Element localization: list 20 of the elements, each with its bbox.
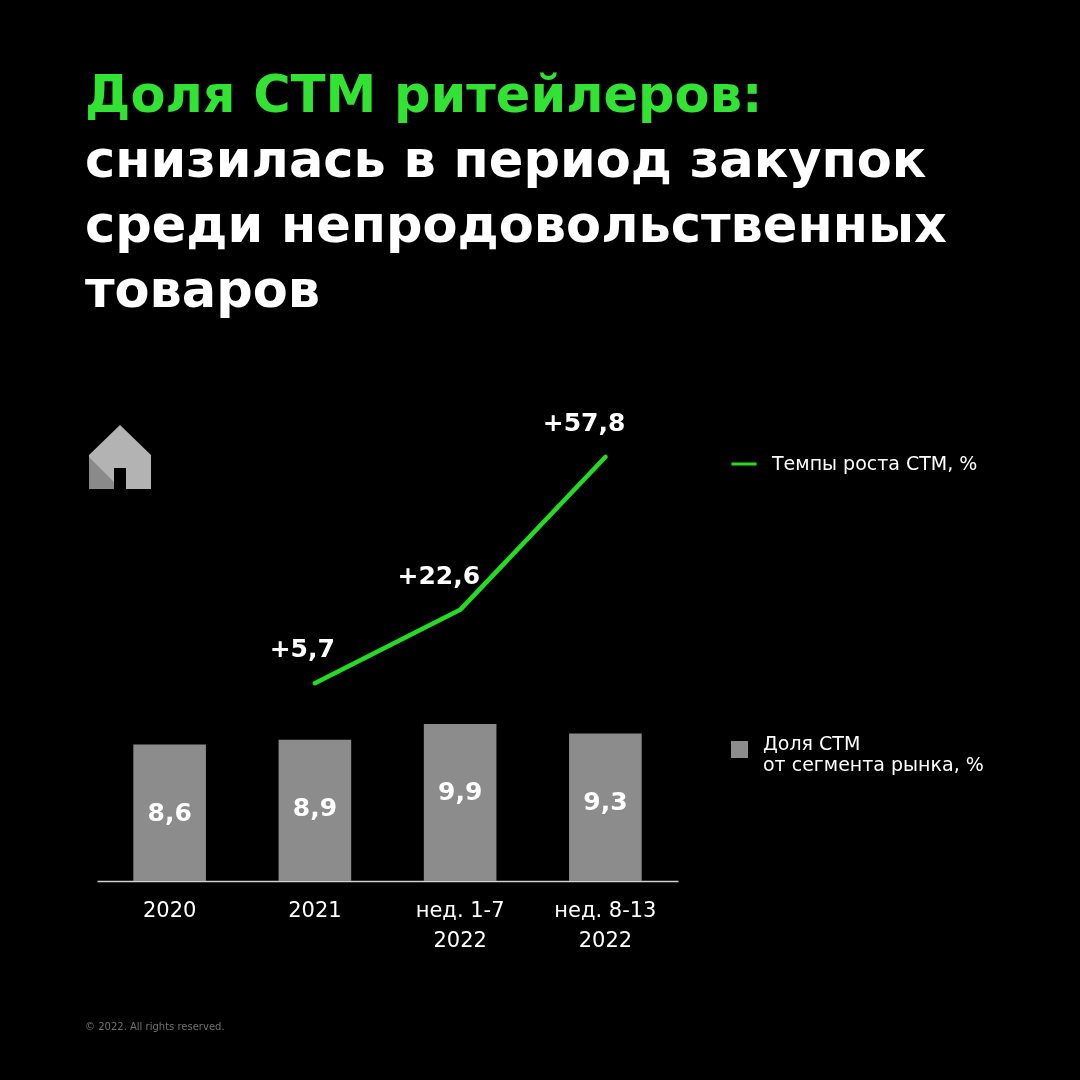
x-tick-label: 2021 (288, 897, 342, 922)
x-tick-label: нед. 1-7 2022 (415, 897, 505, 952)
bar (423, 724, 497, 881)
bar (133, 744, 206, 881)
data-label: 8,6 (147, 797, 192, 827)
data-label: 8,9 (292, 792, 338, 822)
bar (569, 733, 642, 881)
data-label: +22,6 (397, 560, 481, 590)
chart-title: Доля СТМ ритейлеров: (85, 65, 763, 124)
chart-subtitle: снизилась в период закупок среди непродовольственных товаров (85, 130, 947, 319)
legend-label: Темпы роста СТМ, % (771, 452, 978, 474)
data-label: +57,8 (542, 408, 626, 437)
data-label: 9,9 (437, 777, 483, 806)
text: © 2022. All rights reserved. (85, 1021, 225, 1032)
x-tick-label: нед. 8-13 2022 (554, 897, 657, 952)
bar (278, 739, 352, 881)
legend-label: Доля СТМ от сегмента рынка, % (763, 731, 984, 775)
data-label: 9,3 (583, 786, 628, 816)
x-tick-label: 2020 (142, 897, 197, 922)
data-label: +5,7 (269, 634, 335, 664)
